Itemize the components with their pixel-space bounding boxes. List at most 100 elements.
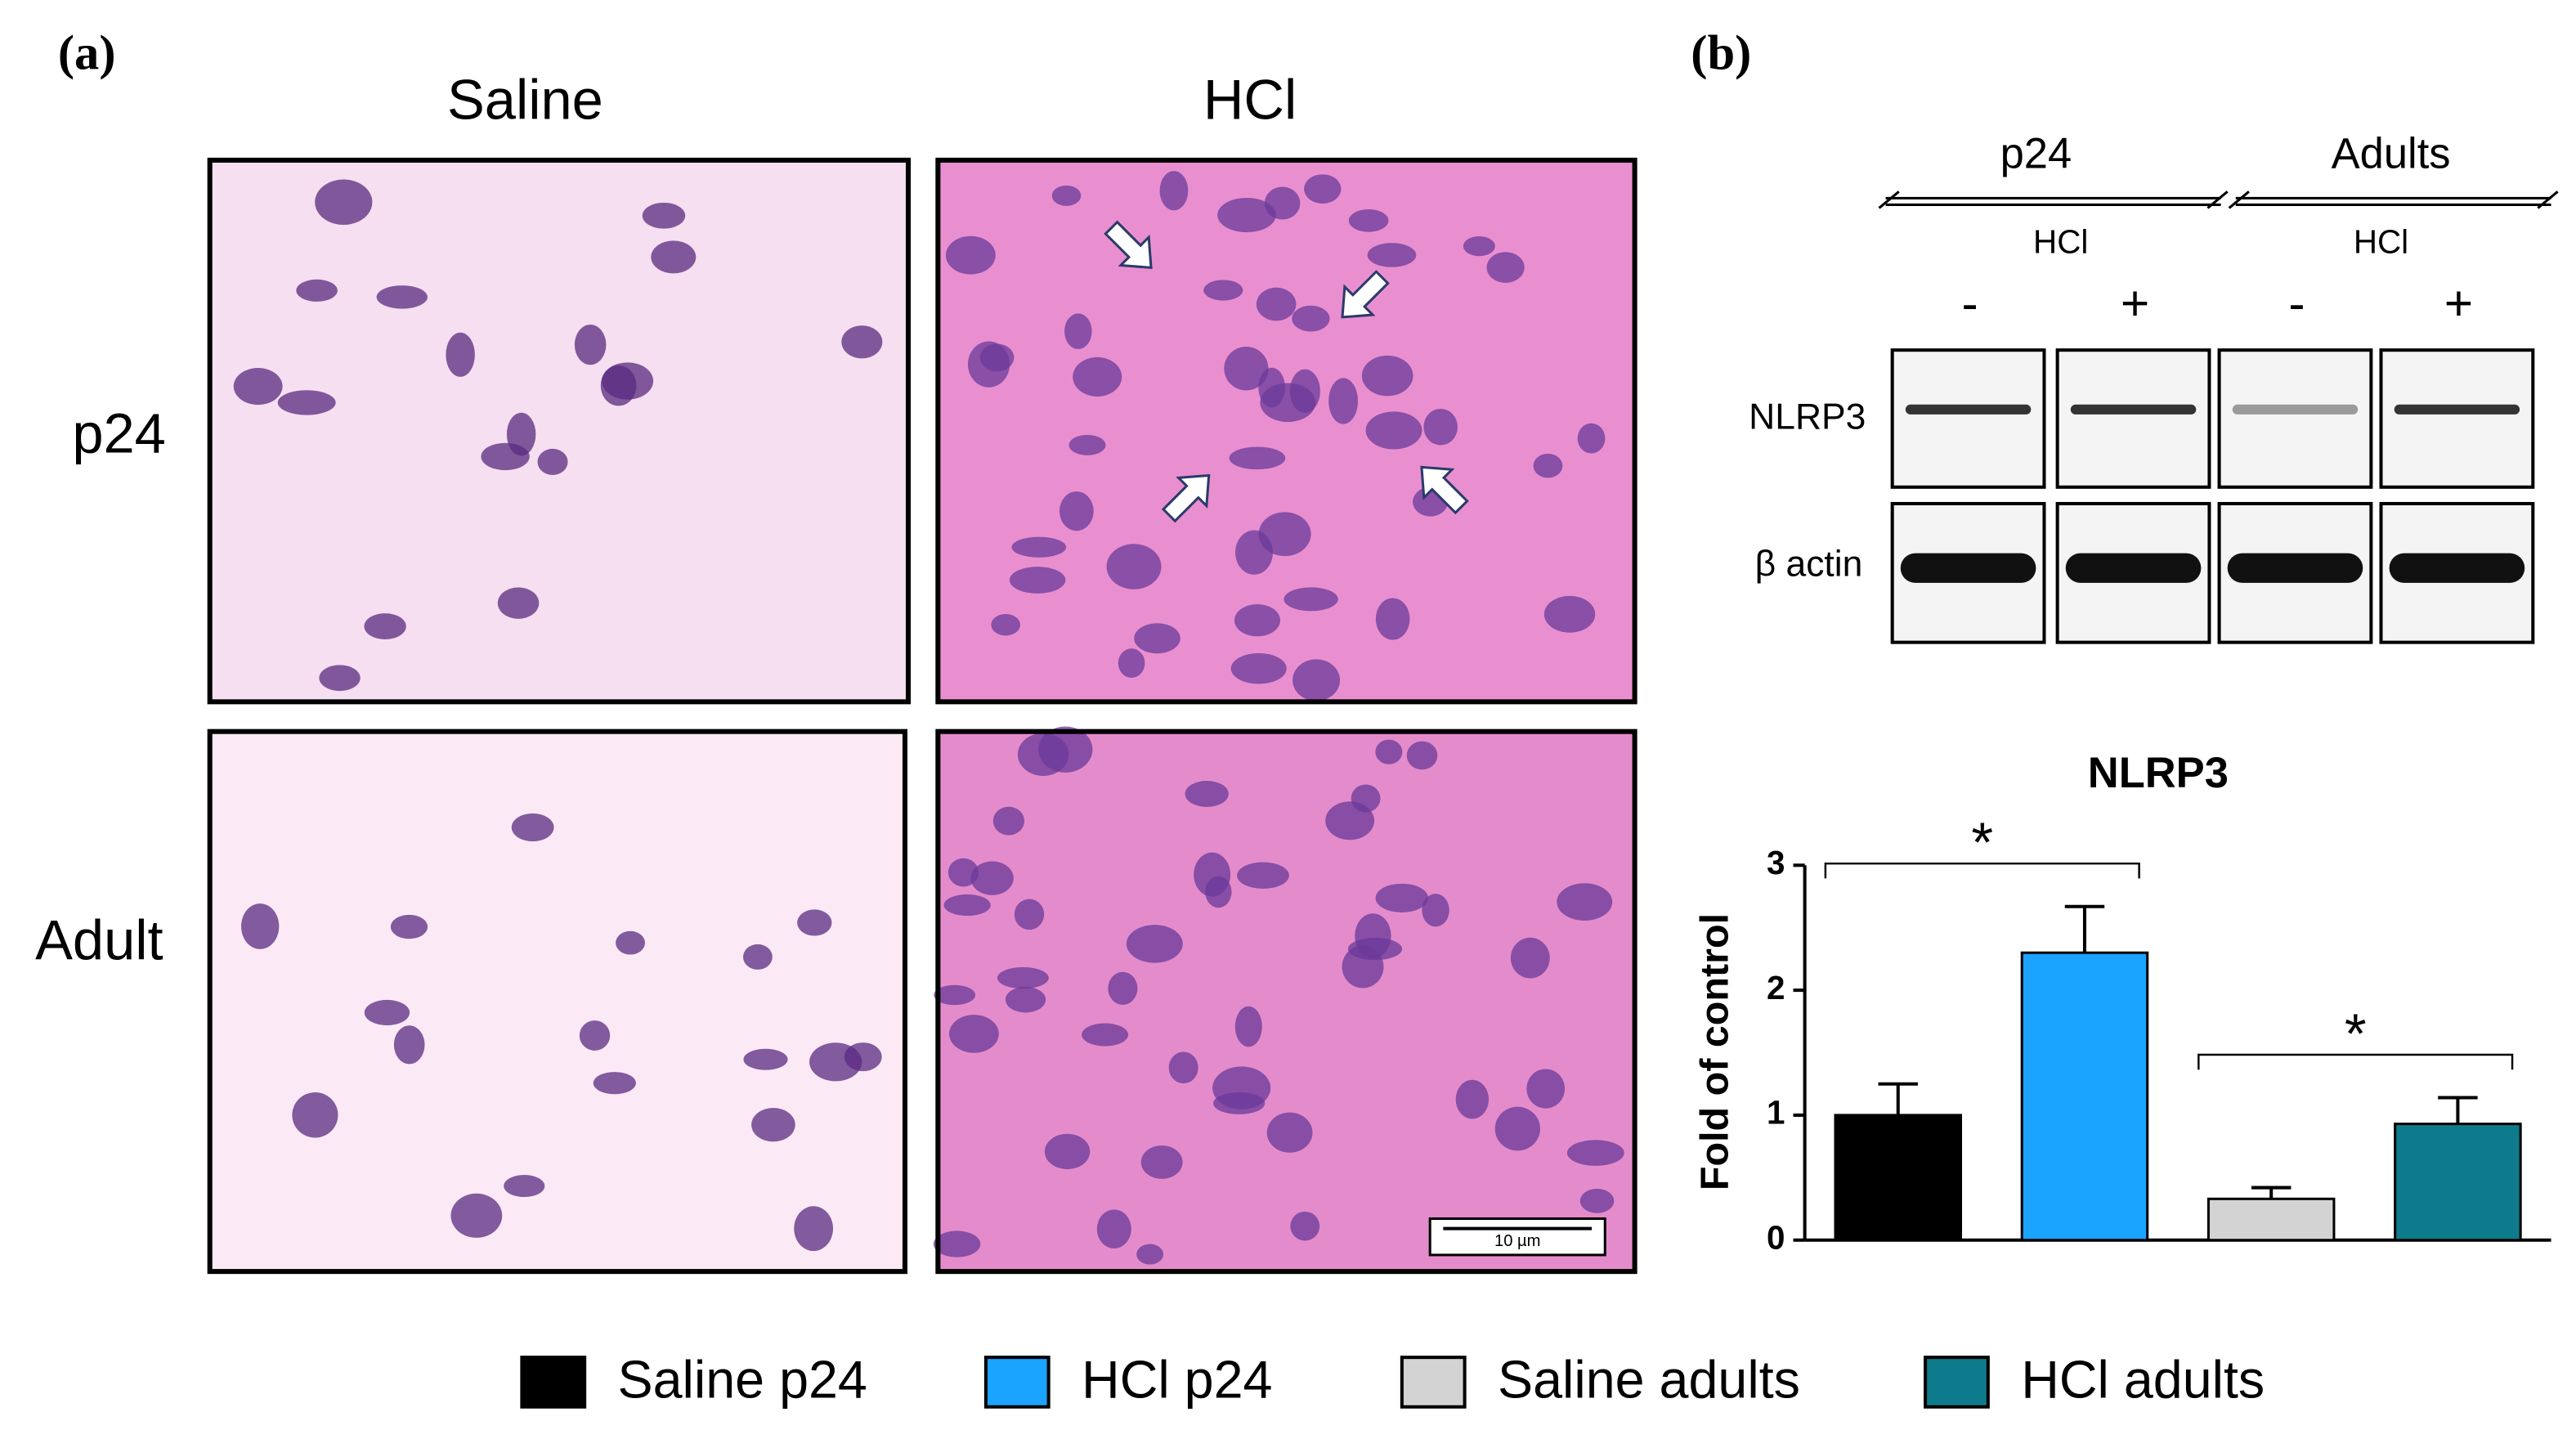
bar — [1834, 1114, 1963, 1242]
nucleus — [1533, 453, 1563, 478]
group-brackets — [1878, 191, 2559, 209]
nucleus — [1526, 1069, 1566, 1109]
nucleus — [616, 930, 645, 955]
nucleus — [1375, 598, 1410, 640]
nucleus — [1375, 883, 1429, 912]
micrograph-frame — [207, 728, 907, 1275]
nucleus — [1361, 355, 1413, 397]
band-label: β actin — [1755, 544, 1863, 584]
nucleus — [1292, 305, 1330, 332]
band-label: NLRP3 — [1749, 397, 1866, 437]
significance-label: * — [1971, 811, 1993, 874]
blot: - + - + — [1890, 276, 2535, 644]
lane-label: - — [2288, 276, 2305, 331]
nucleus — [292, 1092, 338, 1138]
nucleus — [393, 1025, 425, 1065]
blot-group: p24 — [2000, 130, 2072, 178]
nucleus — [504, 1175, 545, 1198]
nucleus — [970, 861, 1014, 895]
nucleus — [1118, 648, 1145, 678]
nucleus — [450, 1193, 503, 1238]
arrow — [1420, 465, 1469, 515]
legend-label: Saline p24 — [618, 1351, 867, 1410]
scale-bar-box — [1428, 1217, 1606, 1257]
nucleus — [1347, 938, 1403, 961]
nucleus — [933, 1231, 981, 1257]
band — [2065, 553, 2202, 583]
blot-lane — [2217, 348, 2373, 489]
blot-treatment: HCl — [2354, 223, 2408, 261]
legend-swatch — [1400, 1356, 1467, 1409]
bar-chart: NLRP3 Fold of control 0 1 2 3 * * — [1692, 749, 2551, 1256]
nucleus — [1463, 235, 1495, 257]
legend-swatch — [520, 1356, 587, 1409]
significance-label: * — [2345, 1002, 2367, 1065]
micrograph — [938, 159, 1635, 702]
nucleus — [1328, 378, 1359, 424]
nucleus — [446, 332, 475, 377]
nucleus — [241, 903, 280, 949]
nucleus — [1203, 280, 1243, 301]
nucleus — [1136, 1244, 1164, 1265]
micrograph — [938, 731, 1635, 1272]
bar — [2020, 951, 2149, 1242]
nucleus — [1266, 1112, 1313, 1153]
nucleus — [574, 325, 607, 365]
band — [2232, 404, 2359, 415]
nucleus — [967, 341, 1010, 388]
nucleus — [1510, 937, 1550, 979]
band — [2227, 553, 2363, 583]
nucleus — [376, 285, 428, 309]
nucleus — [1422, 894, 1449, 927]
nucleus — [992, 806, 1024, 836]
nucleus — [1367, 243, 1417, 267]
nucleus — [579, 1020, 611, 1051]
nucleus — [1005, 986, 1046, 1013]
blot-lane — [2055, 348, 2211, 489]
blot-lane — [1890, 348, 2046, 489]
nucleus — [1292, 659, 1341, 702]
nucleus — [1229, 446, 1286, 470]
nucleus — [1017, 733, 1069, 776]
nucleus — [1108, 971, 1138, 1005]
nucleus — [934, 984, 976, 1006]
nucleus — [1059, 491, 1094, 531]
nucleus — [1406, 741, 1438, 770]
nucleus — [233, 367, 283, 406]
column-label: HCl — [1203, 68, 1297, 131]
lane-label: + — [2444, 276, 2473, 331]
nucleus — [1051, 185, 1082, 206]
nucleus — [1290, 1211, 1320, 1241]
nucleus — [1260, 383, 1316, 423]
legend-label: Saline adults — [1498, 1351, 1800, 1410]
nucleus — [1009, 567, 1066, 594]
nucleus — [1217, 197, 1276, 233]
arrow — [1104, 220, 1153, 269]
nucleus — [1258, 512, 1311, 557]
nucleus — [1256, 287, 1297, 321]
nucleus — [481, 442, 530, 471]
nucleus — [1365, 411, 1422, 450]
blot-lane — [2379, 348, 2535, 489]
nucleus — [1134, 623, 1180, 654]
nucleus — [537, 448, 568, 475]
nucleus — [1224, 346, 1269, 391]
nucleus — [593, 1072, 636, 1095]
legend-label: HCl adults — [2021, 1351, 2265, 1410]
micrograph-frame — [935, 157, 1637, 705]
nucleus — [1126, 925, 1183, 963]
nucleus — [945, 235, 996, 275]
nucleus — [991, 613, 1021, 636]
nucleus — [1234, 604, 1280, 637]
nucleus — [794, 1206, 834, 1252]
y-tick-label: 3 — [1767, 844, 1785, 881]
nucleus — [1068, 434, 1106, 455]
micrographs — [207, 157, 1637, 1275]
nucleus — [364, 613, 406, 639]
significance-bracket — [2197, 1053, 2514, 1070]
nucleus — [844, 1042, 882, 1072]
row-label: p24 — [72, 401, 166, 464]
nucleus — [1486, 252, 1525, 283]
nucleus — [1106, 544, 1162, 589]
